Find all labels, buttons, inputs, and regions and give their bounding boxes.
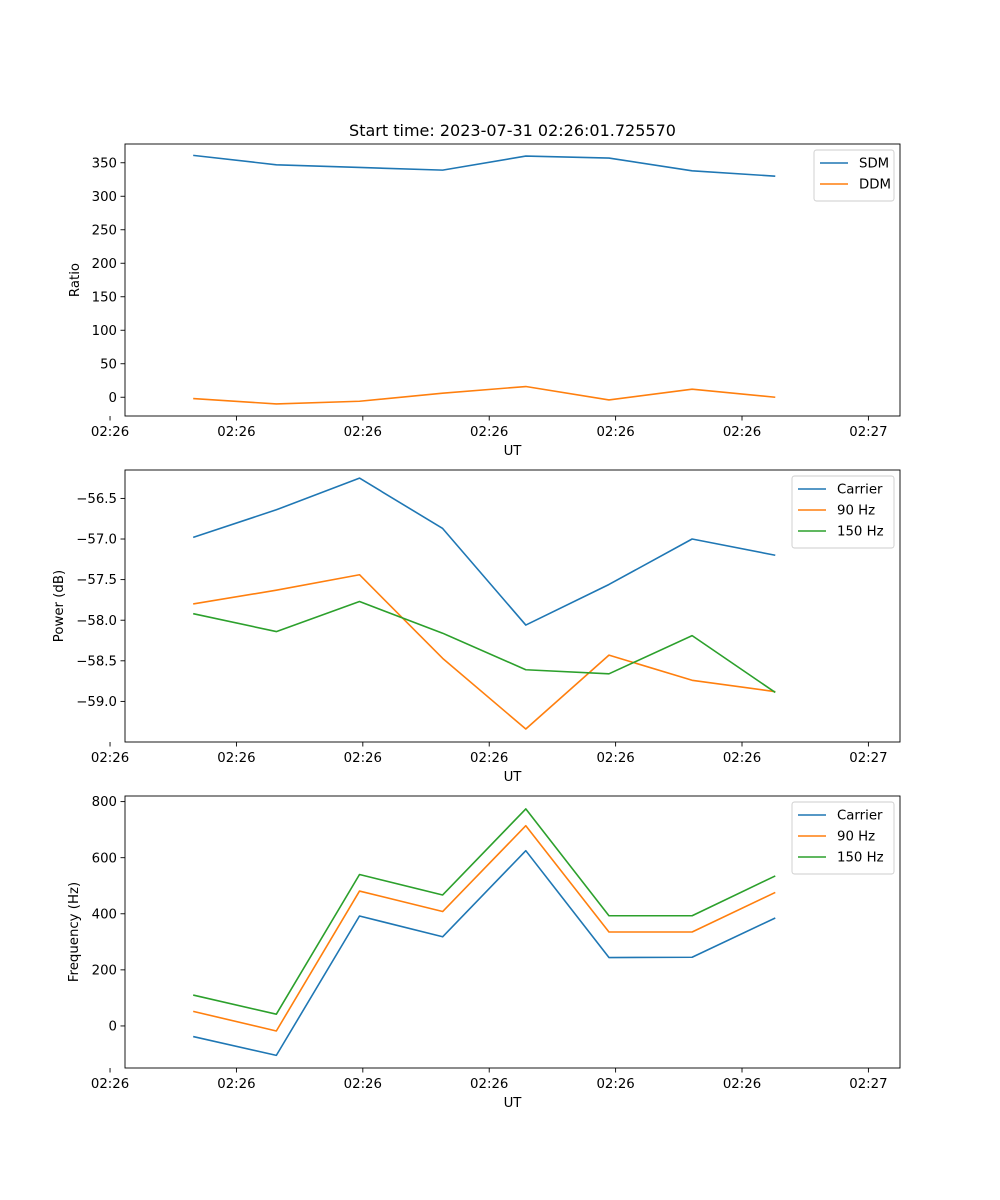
ratio-x-tick-label: 02:26	[217, 425, 255, 440]
power-y-tick-label: −58.0	[76, 614, 117, 629]
power-x-tick-label: 02:26	[344, 751, 382, 766]
frequency-legend-label-2: 150 Hz	[837, 851, 884, 866]
ratio-y-tick-label: 100	[92, 324, 117, 339]
ratio-series-line-1	[193, 385, 776, 405]
power-x-tick-label: 02:26	[217, 751, 255, 766]
frequency-x-tick-label: 02:26	[344, 1077, 382, 1092]
frequency-x-tick-label: 02:26	[470, 1077, 508, 1092]
power-legend-label-1: 90 Hz	[837, 504, 875, 519]
frequency-legend-label-1: 90 Hz	[837, 830, 875, 845]
ratio-legend-label-0: SDM	[859, 157, 889, 172]
frequency-legend-label-0: Carrier	[837, 809, 883, 824]
ratio-series-line-0	[193, 154, 776, 177]
power-legend-box	[791, 475, 895, 549]
ratio-y-tick-label: 200	[92, 257, 117, 272]
power-x-tick-label: 02:26	[91, 751, 129, 766]
ratio-legend: SDM DDM	[813, 149, 895, 202]
frequency-x-tick-label: 02:27	[849, 1077, 887, 1092]
frequency-x-axis-label: UT	[504, 1096, 523, 1111]
frequency-x-tick-label: 02:26	[596, 1077, 634, 1092]
power-legend-label-0: Carrier	[837, 483, 883, 498]
chart-title: Start time: 2023-07-31 02:26:01.725570	[349, 121, 676, 140]
ratio-x-tick-label: 02:26	[344, 425, 382, 440]
power-y-tick-label: −58.5	[76, 654, 117, 669]
ratio-x-tick-label: 02:26	[470, 425, 508, 440]
frequency-x-tick-label: 02:26	[217, 1077, 255, 1092]
frequency-series-line-2	[193, 808, 776, 1015]
ratio-y-tick-label: 350	[92, 156, 117, 171]
ratio-x-axis-label: UT	[504, 444, 523, 459]
frequency-x-tick-label: 02:26	[91, 1077, 129, 1092]
power-y-tick-label: −59.0	[76, 695, 117, 710]
frequency-y-tick-label: 0	[109, 1020, 117, 1035]
frequency-legend-box	[791, 801, 895, 875]
ratio-x-tick-label: 02:27	[849, 425, 887, 440]
frequency-series-line-1	[193, 824, 776, 1032]
frequency-x-tick-label: 02:26	[723, 1077, 761, 1092]
power-x-tick-label: 02:27	[849, 751, 887, 766]
power-x-tick-label: 02:26	[723, 751, 761, 766]
ratio-legend-label-1: DDM	[859, 178, 891, 193]
ratio-y-tick-label: 300	[92, 190, 117, 205]
power-y-tick-label: −57.0	[76, 533, 117, 548]
power-axes-frame	[124, 469, 901, 743]
frequency-legend: Carrier 90 Hz 150 Hz	[791, 801, 895, 875]
ratio-y-axis-label: Ratio	[68, 263, 83, 297]
power-series-line-1	[193, 573, 776, 730]
frequency-axes-frame	[124, 795, 901, 1069]
ratio-x-tick-label: 02:26	[723, 425, 761, 440]
power-y-tick-label: −56.5	[76, 492, 117, 507]
power-series-line-0	[192, 477, 776, 626]
ratio-x-tick-label: 02:26	[596, 425, 634, 440]
ratio-panel: 02:26 02:26 02:26 02:26 02:26 02:26 02:27 0 50 10…	[68, 143, 901, 459]
ratio-y-tick-label: 0	[109, 391, 117, 406]
power-x-tick-label: 02:26	[596, 751, 634, 766]
ratio-y-tick-label: 150	[92, 290, 117, 305]
power-panel: 02:26 02:26 02:26 02:26 02:26 02:26 02:27 −59.0…	[52, 469, 901, 785]
ratio-x-tick-label: 02:26	[91, 425, 129, 440]
power-y-axis-label: Power (dB)	[52, 570, 67, 642]
power-x-tick-label: 02:26	[470, 751, 508, 766]
frequency-y-tick-label: 200	[92, 963, 117, 978]
frequency-y-tick-label: 600	[92, 851, 117, 866]
ratio-y-tick-label: 50	[100, 357, 117, 372]
frequency-panel: 02:26 02:26 02:26 02:26 02:26 02:26 02:27 0 200 4…	[67, 795, 901, 1111]
power-y-tick-label: −57.5	[76, 573, 117, 588]
frequency-y-axis-label: Frequency (Hz)	[67, 882, 82, 982]
power-legend-label-2: 150 Hz	[837, 525, 884, 540]
frequency-series-line-0	[193, 849, 776, 1057]
power-series-line-2	[193, 600, 776, 694]
power-x-axis-label: UT	[504, 770, 523, 785]
ratio-y-tick-label: 250	[92, 223, 117, 238]
ratio-axes-frame	[124, 143, 901, 417]
frequency-y-tick-label: 400	[92, 907, 117, 922]
power-legend: Carrier 90 Hz 150 Hz	[791, 475, 895, 549]
frequency-y-tick-label: 800	[92, 795, 117, 810]
